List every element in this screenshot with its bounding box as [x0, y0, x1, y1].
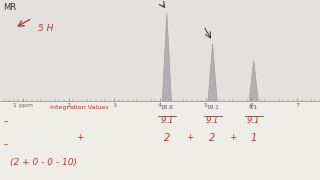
Text: MR: MR	[3, 3, 16, 12]
Text: +: +	[186, 133, 194, 142]
Text: +: +	[76, 133, 84, 142]
Polygon shape	[208, 43, 217, 101]
Text: +: +	[229, 133, 237, 142]
Text: 1: 1	[251, 133, 257, 143]
Text: 2: 2	[164, 133, 170, 143]
Text: 9.1: 9.1	[249, 105, 258, 110]
Text: 9.1: 9.1	[206, 116, 219, 125]
Text: 9.1: 9.1	[247, 116, 260, 125]
Polygon shape	[249, 60, 258, 101]
Text: (2 + 0 - 0 - 10): (2 + 0 - 0 - 10)	[10, 158, 76, 167]
Text: 18.6: 18.6	[160, 105, 173, 110]
Text: 19.1: 19.1	[206, 105, 219, 110]
Text: –: –	[3, 117, 7, 126]
Text: Integration Values: Integration Values	[50, 105, 108, 110]
Text: –: –	[3, 140, 7, 149]
Polygon shape	[162, 12, 172, 101]
Text: 9.1: 9.1	[160, 116, 173, 125]
Text: 2: 2	[210, 133, 216, 143]
Text: 5 H: 5 H	[38, 24, 54, 33]
